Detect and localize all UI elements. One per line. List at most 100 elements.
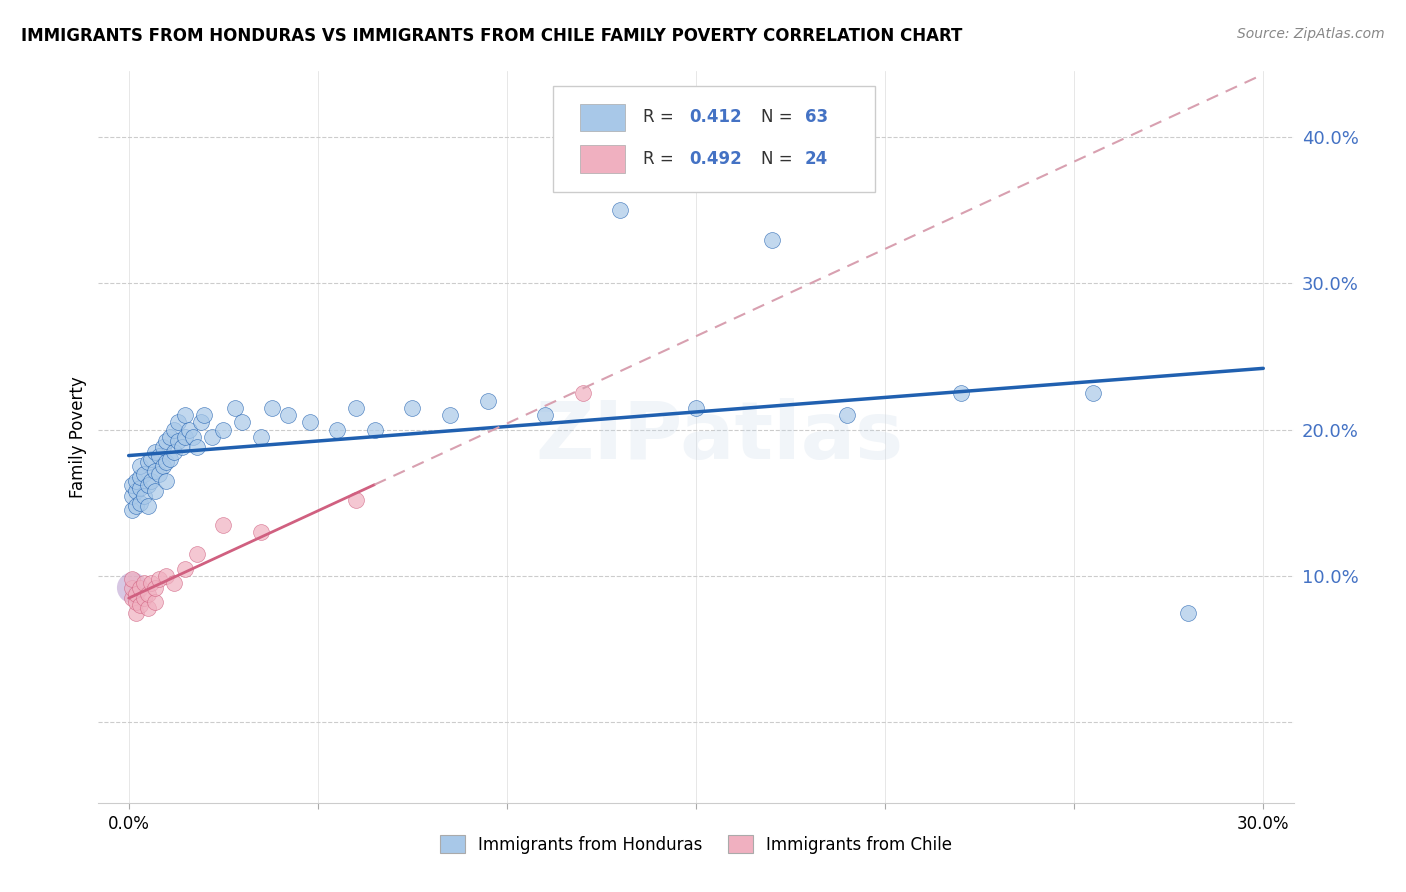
Point bbox=[152, 440, 174, 454]
Text: N =: N = bbox=[761, 109, 797, 127]
Point bbox=[533, 408, 555, 422]
Legend: Immigrants from Honduras, Immigrants from Chile: Immigrants from Honduras, Immigrants fro… bbox=[433, 829, 959, 860]
Point bbox=[143, 464, 166, 478]
Point bbox=[344, 401, 367, 415]
Point bbox=[439, 408, 461, 422]
Point bbox=[159, 430, 181, 444]
Point bbox=[143, 484, 166, 499]
Point bbox=[125, 484, 148, 499]
FancyBboxPatch shape bbox=[581, 145, 626, 173]
Text: R =: R = bbox=[644, 109, 679, 127]
Point bbox=[949, 386, 972, 401]
Point bbox=[129, 496, 152, 510]
Point bbox=[299, 416, 322, 430]
Point bbox=[125, 474, 148, 488]
Point bbox=[136, 586, 159, 600]
FancyBboxPatch shape bbox=[581, 103, 626, 131]
Text: 0.0%: 0.0% bbox=[108, 814, 149, 832]
Point bbox=[148, 572, 170, 586]
Point bbox=[250, 430, 273, 444]
Point bbox=[141, 474, 163, 488]
Point bbox=[186, 440, 208, 454]
Point bbox=[121, 503, 143, 517]
Point bbox=[163, 576, 186, 591]
Point bbox=[121, 478, 143, 492]
Point bbox=[132, 576, 155, 591]
Point bbox=[125, 586, 148, 600]
Point bbox=[181, 430, 204, 444]
Point bbox=[325, 423, 347, 437]
Point bbox=[143, 444, 166, 458]
Text: 24: 24 bbox=[804, 150, 828, 168]
Point bbox=[143, 581, 166, 595]
Point bbox=[155, 474, 177, 488]
Point bbox=[121, 572, 143, 586]
Point bbox=[132, 489, 155, 503]
Point bbox=[193, 408, 215, 422]
Text: 0.412: 0.412 bbox=[689, 109, 741, 127]
Point bbox=[136, 455, 159, 469]
Point bbox=[166, 416, 188, 430]
Point bbox=[174, 562, 197, 576]
Text: ZIPatlas: ZIPatlas bbox=[536, 398, 904, 476]
Point bbox=[201, 430, 224, 444]
Point bbox=[159, 452, 181, 467]
Point bbox=[276, 408, 298, 422]
Point bbox=[155, 434, 177, 449]
Point bbox=[212, 423, 235, 437]
Point bbox=[609, 203, 631, 218]
Point bbox=[121, 581, 143, 595]
Point bbox=[136, 478, 159, 492]
Point bbox=[170, 440, 193, 454]
Point bbox=[1081, 386, 1104, 401]
Point bbox=[136, 601, 159, 615]
Point bbox=[125, 499, 148, 513]
Point bbox=[132, 591, 155, 605]
Text: 0.492: 0.492 bbox=[689, 150, 741, 168]
FancyBboxPatch shape bbox=[553, 86, 876, 192]
Point bbox=[186, 547, 208, 561]
Point bbox=[148, 467, 170, 481]
Text: 30.0%: 30.0% bbox=[1237, 814, 1289, 832]
Point bbox=[761, 233, 783, 247]
Point bbox=[163, 423, 186, 437]
Point bbox=[224, 401, 246, 415]
Point bbox=[179, 423, 201, 437]
Point bbox=[148, 449, 170, 463]
Point bbox=[174, 408, 197, 422]
Point bbox=[121, 591, 143, 605]
Point bbox=[477, 393, 499, 408]
Point bbox=[155, 455, 177, 469]
Point bbox=[163, 444, 186, 458]
Point bbox=[143, 595, 166, 609]
Point bbox=[250, 525, 273, 540]
Point bbox=[141, 576, 163, 591]
Point bbox=[121, 489, 143, 503]
Point bbox=[1177, 606, 1199, 620]
Point bbox=[174, 430, 197, 444]
Point bbox=[262, 401, 284, 415]
Point bbox=[837, 408, 859, 422]
Point bbox=[363, 423, 385, 437]
Point bbox=[121, 581, 143, 595]
Text: IMMIGRANTS FROM HONDURAS VS IMMIGRANTS FROM CHILE FAMILY POVERTY CORRELATION CHA: IMMIGRANTS FROM HONDURAS VS IMMIGRANTS F… bbox=[21, 27, 963, 45]
Point bbox=[401, 401, 423, 415]
Point bbox=[129, 469, 152, 483]
Point bbox=[231, 416, 253, 430]
Text: N =: N = bbox=[761, 150, 797, 168]
Text: Source: ZipAtlas.com: Source: ZipAtlas.com bbox=[1237, 27, 1385, 41]
Point bbox=[136, 499, 159, 513]
Point bbox=[125, 606, 148, 620]
Point bbox=[212, 517, 235, 532]
Y-axis label: Family Poverty: Family Poverty bbox=[69, 376, 87, 498]
Point bbox=[344, 493, 367, 508]
Text: R =: R = bbox=[644, 150, 679, 168]
Point bbox=[152, 459, 174, 474]
Point bbox=[125, 595, 148, 609]
Point bbox=[129, 481, 152, 495]
Point bbox=[155, 569, 177, 583]
Point bbox=[129, 459, 152, 474]
Point bbox=[685, 401, 707, 415]
Text: 63: 63 bbox=[804, 109, 828, 127]
Point bbox=[141, 452, 163, 467]
